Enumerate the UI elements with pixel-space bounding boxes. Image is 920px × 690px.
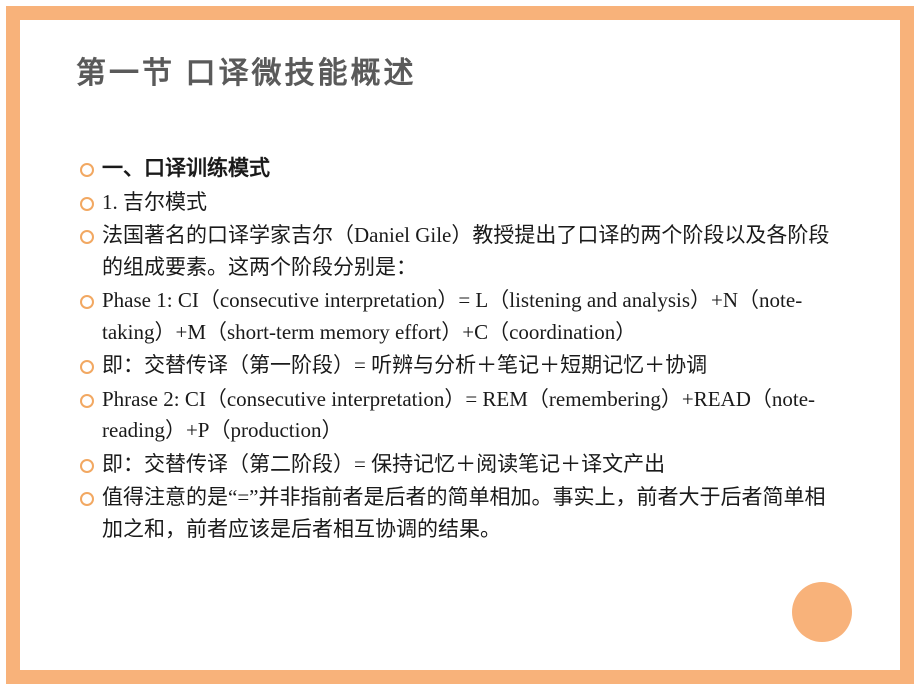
list-item: 法国著名的口译学家吉尔（Daniel Gile）教授提出了口译的两个阶段以及各阶… (76, 220, 844, 283)
content-list: 一、口译训练模式1. 吉尔模式法国著名的口译学家吉尔（Daniel Gile）教… (76, 153, 844, 545)
slide-outer: 第一节 口译微技能概述 一、口译训练模式1. 吉尔模式法国著名的口译学家吉尔（D… (0, 0, 920, 690)
list-item: Phrase 2: CI（consecutive interpretation）… (76, 384, 844, 447)
list-item: 一、口译训练模式 (76, 153, 844, 185)
slide-inner: 第一节 口译微技能概述 一、口译训练模式1. 吉尔模式法国著名的口译学家吉尔（D… (20, 20, 900, 670)
slide-title: 第一节 口译微技能概述 (76, 54, 844, 93)
list-item: 1. 吉尔模式 (76, 187, 844, 219)
corner-circle-icon (792, 582, 852, 642)
list-item: Phase 1: CI（consecutive interpretation）=… (76, 285, 844, 348)
list-item: 即：交替传译（第二阶段）= 保持记忆＋阅读笔记＋译文产出 (76, 449, 844, 481)
list-item: 值得注意的是“=”并非指前者是后者的简单相加。事实上，前者大于后者简单相加之和，… (76, 482, 844, 545)
slide-border: 第一节 口译微技能概述 一、口译训练模式1. 吉尔模式法国著名的口译学家吉尔（D… (6, 6, 914, 684)
list-item: 即：交替传译（第一阶段）= 听辨与分析＋笔记＋短期记忆＋协调 (76, 350, 844, 382)
